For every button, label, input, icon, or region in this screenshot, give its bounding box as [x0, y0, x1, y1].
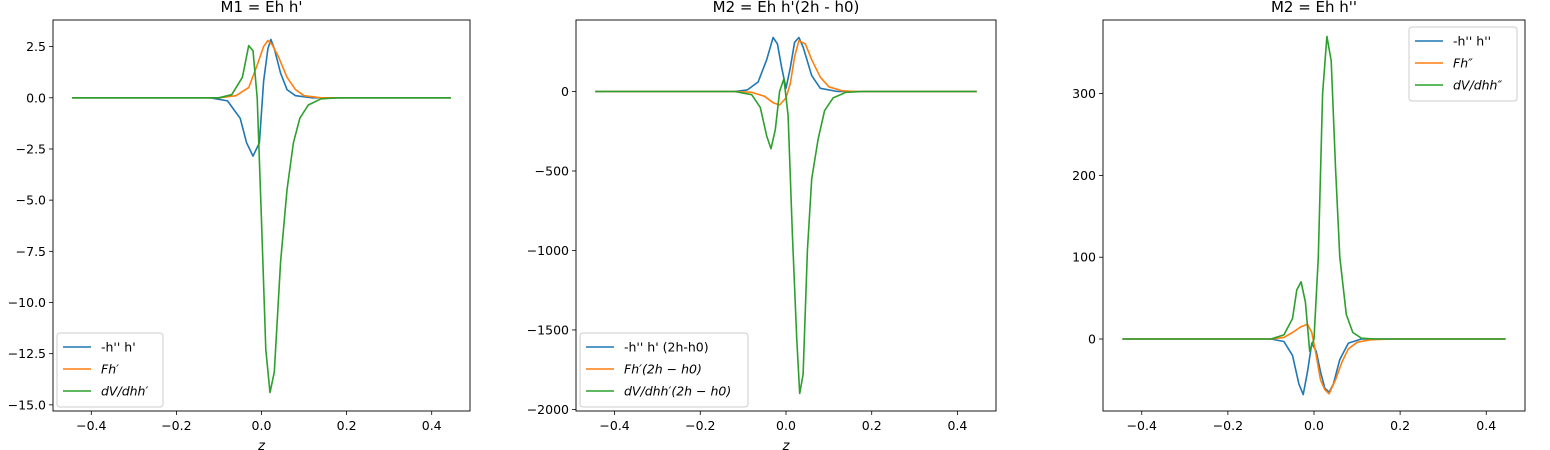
legend-label: Fh″	[1453, 56, 1473, 71]
y-tick-label: 200	[1072, 168, 1096, 183]
series-line-1	[72, 38, 451, 157]
legend-box	[1408, 26, 1518, 102]
x-axis-label: z	[782, 439, 791, 450]
x-tick-label: 0.4	[422, 418, 442, 433]
x-tick-label: 0.0	[252, 418, 272, 433]
legend-box	[56, 332, 164, 408]
chart-title: M2 = Eh h''	[1271, 0, 1357, 16]
series-line-3	[595, 78, 977, 395]
legend-label: dV/dhh′(2h − h0)	[624, 384, 731, 399]
x-tick-label: −0.2	[1213, 418, 1243, 433]
legend: -h'' h'' Fh″ dV/dhh″	[1408, 26, 1518, 102]
legend-label: Fh′(2h − h0)	[624, 362, 702, 377]
subplot-1: M1 = Eh h' −0.4 −0.2 0.0 0.2 0.4 2.5 0.0 −2.5 −5.…	[8, 0, 471, 450]
y-tick-label: −10.0	[8, 295, 46, 310]
chart-title: M1 = Eh h'	[221, 0, 303, 16]
y-tick-label: 0	[1088, 332, 1096, 347]
x-axis-label: z	[257, 439, 266, 450]
legend-label: -h'' h' (2h-h0)	[624, 340, 709, 355]
x-tick-label: −0.4	[599, 418, 629, 433]
y-tick-label: −5.0	[16, 193, 46, 208]
y-tick-label: −1000	[527, 243, 569, 258]
subplot-2: M2 = Eh h'(2h - h0) −0.4 −0.2 0.0 0.2 0.4 0 −50…	[527, 0, 997, 450]
y-tick-label: 100	[1072, 250, 1096, 265]
x-tick-label: 0.4	[947, 418, 967, 433]
series-line-2	[595, 39, 977, 106]
y-tick-label: −2000	[527, 402, 569, 417]
x-tick-label: −0.4	[1127, 418, 1157, 433]
y-tick-label: −500	[535, 163, 569, 178]
series-line-2	[72, 39, 451, 99]
x-tick-label: 0.0	[1304, 418, 1324, 433]
series-line-3	[72, 44, 451, 394]
y-tick-label: 0.0	[26, 90, 46, 105]
x-tick-label: 0.2	[862, 418, 882, 433]
series-line-1	[595, 36, 977, 93]
y-tick-label: −15.0	[8, 397, 46, 412]
x-tick-label: 0.2	[337, 418, 357, 433]
y-tick-label: −7.5	[16, 244, 46, 259]
x-tick-label: −0.2	[685, 418, 715, 433]
y-tick-label: −1500	[527, 322, 569, 337]
x-tick-label: −0.2	[161, 418, 191, 433]
series-line-2	[1122, 323, 1506, 395]
y-tick-label: −2.5	[16, 141, 46, 156]
x-tick-label: 0.2	[1390, 418, 1410, 433]
legend: -h'' h' (2h-h0) Fh′(2h − h0) dV/dhh′(2h − …	[579, 332, 749, 408]
legend: -h'' h' Fh′ dV/dhh′	[56, 332, 164, 408]
series-line-3	[1122, 35, 1506, 353]
y-tick-label: −12.5	[8, 346, 46, 361]
legend-label: -h'' h''	[1453, 34, 1491, 49]
y-tick-label: 0	[561, 84, 569, 99]
x-tick-label: 0.0	[776, 418, 796, 433]
y-tick-label: 300	[1072, 86, 1096, 101]
y-tick-label: 2.5	[26, 39, 46, 54]
subplot-3: M2 = Eh h'' −0.4 −0.2 0.0 0.2 0.4 300 200 100 0 -h…	[1072, 0, 1526, 433]
legend-label: dV/dhh′	[101, 384, 148, 399]
legend-label: dV/dhh″	[1453, 78, 1502, 93]
x-tick-label: 0.4	[1476, 418, 1496, 433]
legend-label: -h'' h'	[101, 340, 136, 355]
x-tick-label: −0.4	[76, 418, 106, 433]
chart-title: M2 = Eh h'(2h - h0)	[713, 0, 860, 16]
legend-label: Fh′	[101, 362, 119, 377]
legend-box	[579, 332, 749, 408]
